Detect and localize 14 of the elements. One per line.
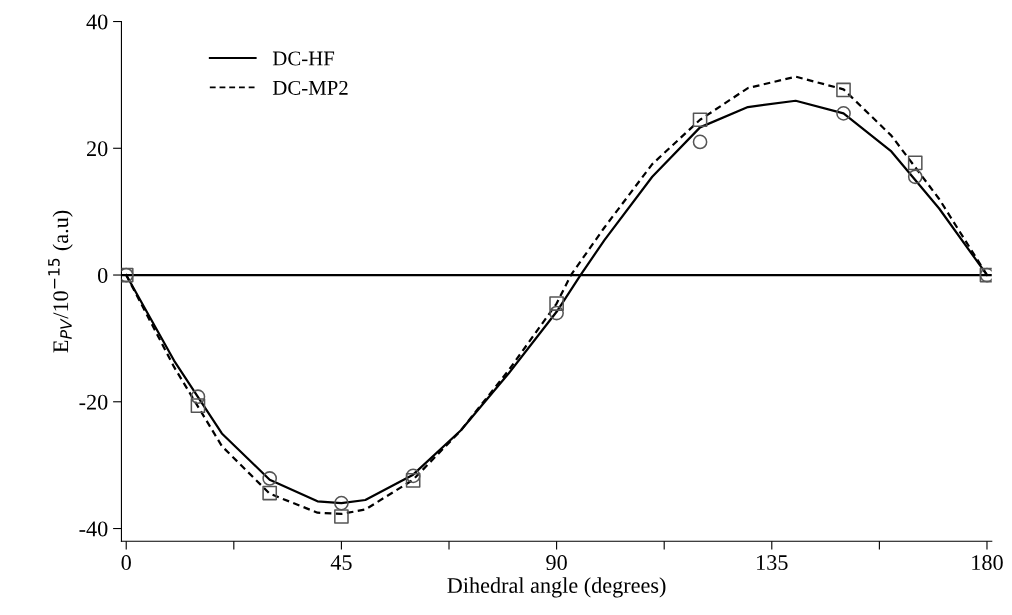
y-tick-label: -20 bbox=[79, 394, 108, 410]
y-tick-label: 0 bbox=[97, 267, 108, 283]
y-tick-label: -40 bbox=[79, 521, 108, 537]
y-tick-label: 20 bbox=[87, 141, 108, 157]
legend-label: DC-HF bbox=[272, 51, 335, 66]
y-axis-title: E$_{PV}$/10$^{−15}$ (a.u) bbox=[48, 210, 73, 353]
x-tick-label: 135 bbox=[757, 555, 788, 571]
x-tick-label: 90 bbox=[546, 555, 567, 571]
x-tick-label: 45 bbox=[330, 555, 352, 571]
x-tick-label: 180 bbox=[972, 555, 1003, 571]
x-tick-label: 0 bbox=[121, 555, 131, 571]
x-axis-title: Dihedral angle (degrees) bbox=[447, 577, 666, 598]
y-tick-label: 40 bbox=[86, 14, 108, 30]
legend-label: DC-MP2 bbox=[272, 80, 348, 95]
